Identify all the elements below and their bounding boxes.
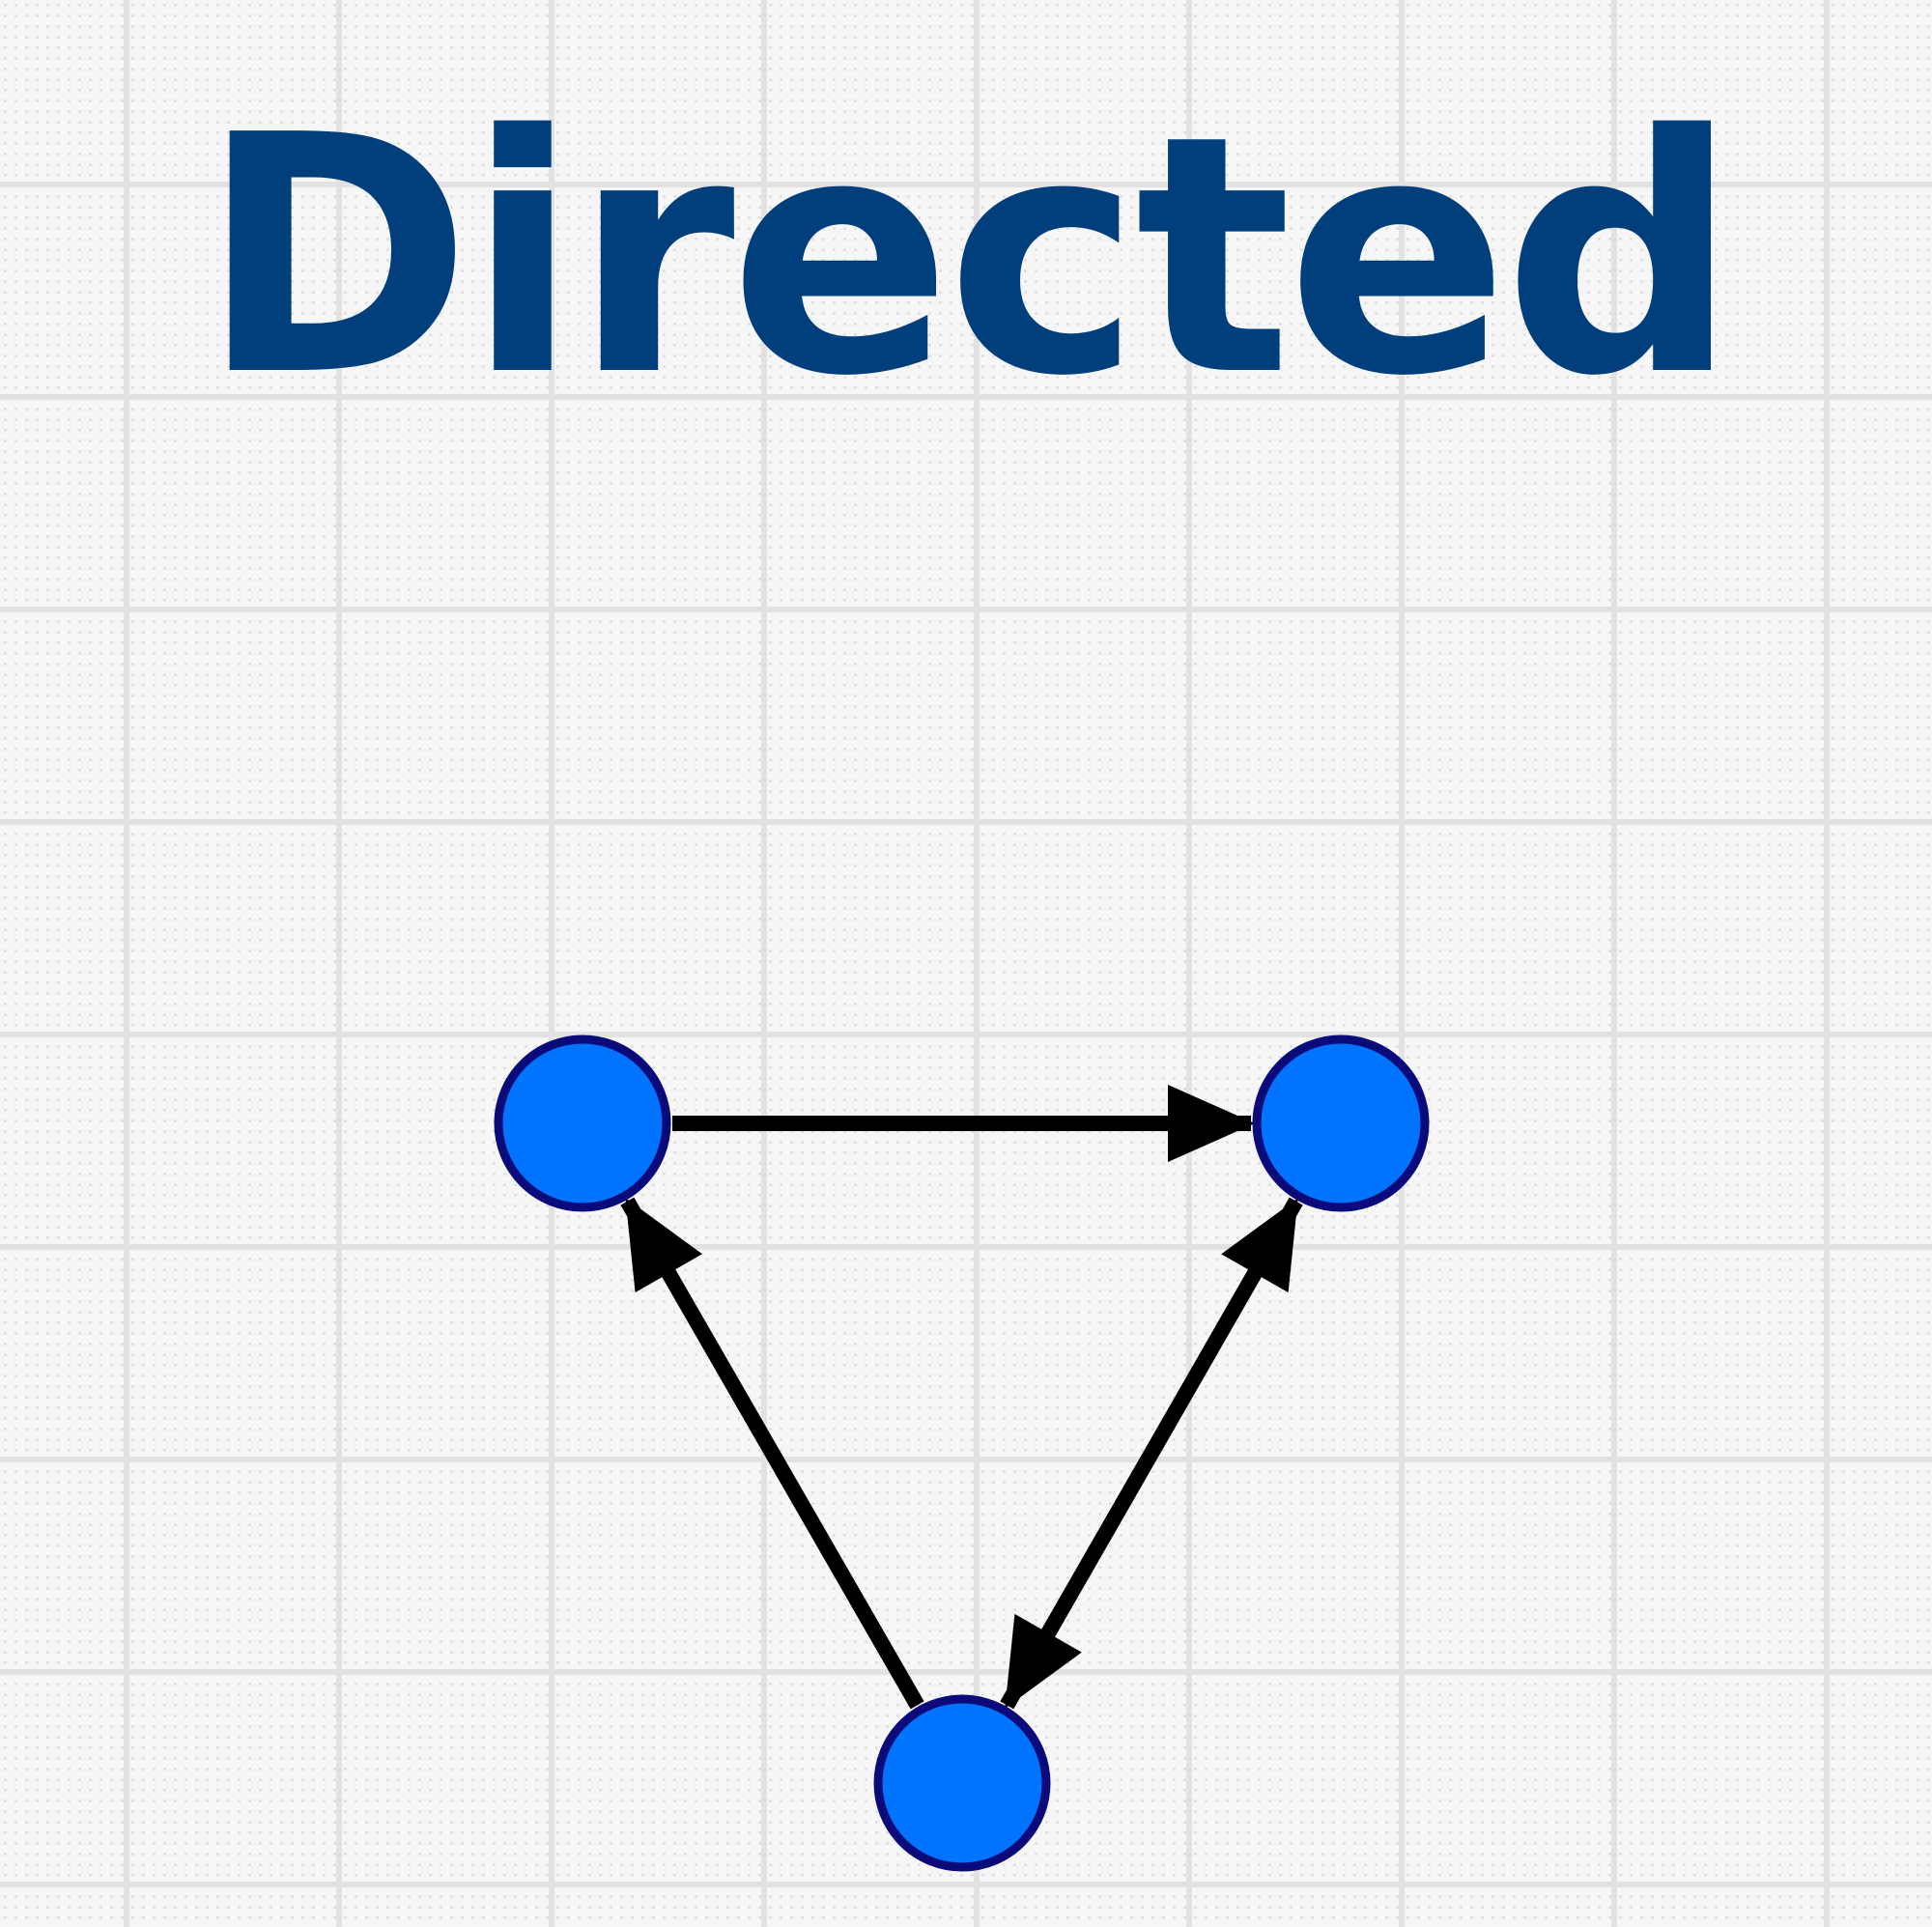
- edges-layer: [620, 1085, 1303, 1710]
- node-bottom: [873, 1694, 1051, 1872]
- node-left: [494, 1034, 671, 1212]
- edge-bottom-right: [1000, 1197, 1303, 1710]
- nodes-layer: [494, 1034, 1430, 1872]
- arrowhead-bottom-to-left: [625, 1198, 702, 1293]
- arrowhead-right-to-bottom: [1005, 1613, 1082, 1709]
- edge-bottom-left: [620, 1197, 924, 1710]
- diagram-title: Directed: [199, 66, 1738, 448]
- node-right: [1252, 1034, 1430, 1212]
- arrowhead-left-to-right: [1168, 1085, 1255, 1162]
- arrowhead-bottom-to-right: [1221, 1198, 1298, 1293]
